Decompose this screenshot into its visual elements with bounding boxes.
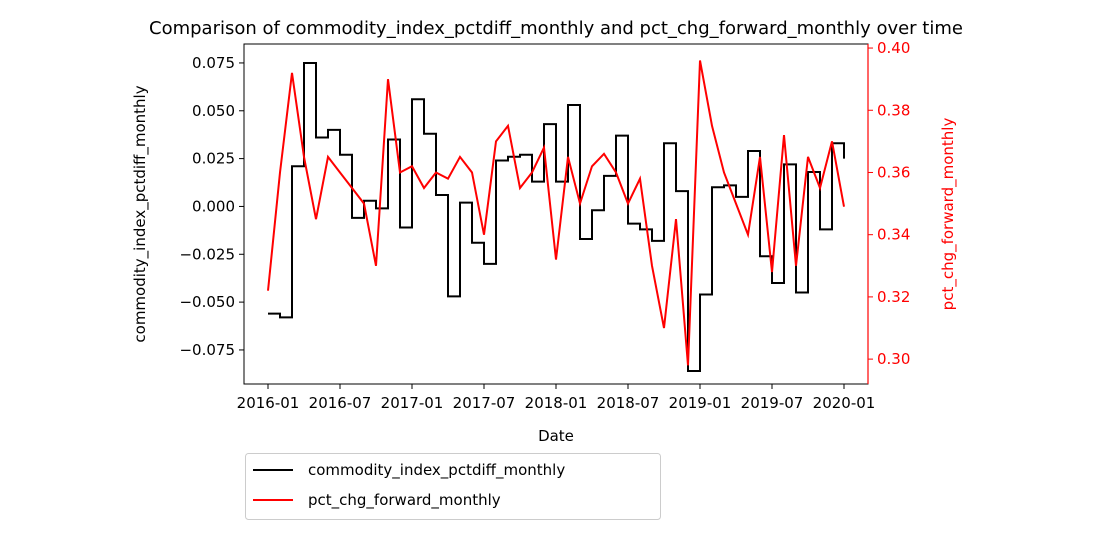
plot-frame: [243, 43, 869, 385]
y-tick-label: 0.000: [192, 197, 235, 215]
y2-axis-label: pct_chg_forward_monthly: [939, 118, 958, 311]
y2-tick-label: 0.30: [877, 350, 910, 368]
data-line: [268, 61, 845, 372]
x-tick-label: 2016-07: [309, 394, 372, 412]
y2-tick-label: 0.34: [877, 226, 910, 244]
data-line: [267, 60, 845, 366]
y-tick-label: 0.050: [192, 102, 235, 120]
y-tick-label: −0.050: [179, 293, 235, 311]
x-tick-label: 2016-01: [237, 394, 300, 412]
legend-label: commodity_index_pctdiff_monthly: [308, 461, 565, 480]
x-axis-label: Date: [538, 427, 574, 445]
x-tick-label: 2019-01: [669, 394, 732, 412]
x-tick-label: 2017-07: [453, 394, 516, 412]
x-tick-label: 2017-01: [381, 394, 444, 412]
y-tick-label: −0.025: [179, 245, 235, 263]
x-tick-label: 2019-07: [741, 394, 804, 412]
y-tick-label: 0.025: [192, 150, 235, 168]
y2-tick-label: 0.38: [877, 101, 910, 119]
x-tick-label: 2020-01: [813, 394, 876, 412]
legend-label: pct_chg_forward_monthly: [308, 491, 501, 510]
y-tick-label: 0.075: [192, 54, 235, 72]
y-axis-label: commodity_index_pctdiff_monthly: [131, 85, 150, 342]
x-tick-label: 2018-01: [525, 394, 588, 412]
y2-tick-label: 0.32: [877, 288, 910, 306]
y2-tick-label: 0.40: [877, 39, 910, 57]
y-tick-label: −0.075: [179, 341, 235, 359]
y2-tick-label: 0.36: [877, 163, 910, 181]
legend-box: [245, 453, 661, 520]
x-tick-label: 2018-07: [597, 394, 660, 412]
chart-title: Comparison of commodity_index_pctdiff_mo…: [149, 18, 963, 39]
